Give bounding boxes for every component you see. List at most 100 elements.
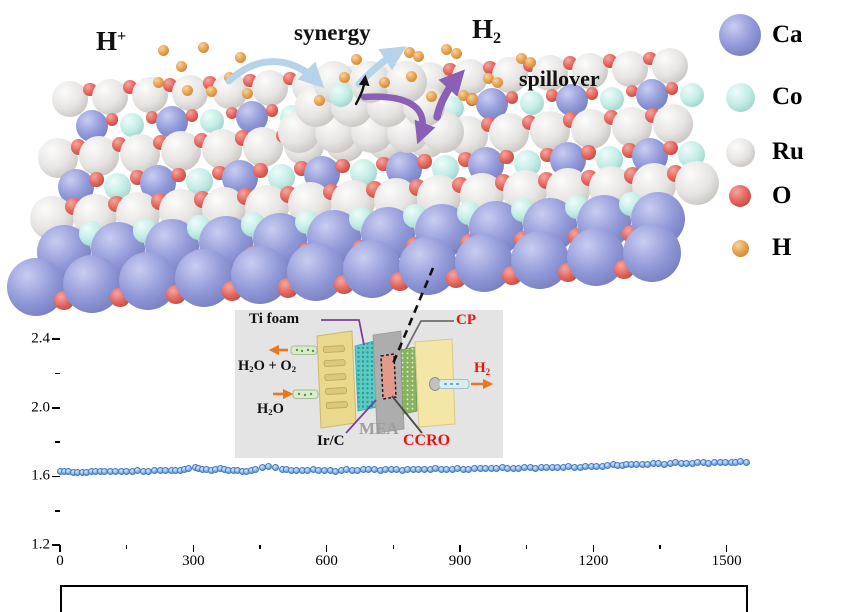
atom-o bbox=[585, 86, 599, 100]
atom-h-proton bbox=[234, 51, 246, 63]
atom-h-adsorbed bbox=[405, 70, 417, 82]
x-tick-label: 900 bbox=[448, 553, 472, 569]
atom-h-proton bbox=[181, 84, 193, 96]
atom-co bbox=[680, 82, 704, 107]
atom-o bbox=[499, 149, 514, 165]
spillover-label: spillover bbox=[519, 66, 600, 91]
x-tick-label: 1200 bbox=[578, 553, 609, 569]
x-tick-major bbox=[59, 545, 61, 552]
atom-h2-molecule bbox=[491, 76, 503, 88]
ti-foam-label: Ti foam bbox=[249, 311, 300, 327]
data-series-layer bbox=[0, 280, 867, 612]
atom-h-adsorbed bbox=[338, 71, 350, 83]
atom-ca bbox=[455, 233, 513, 292]
atom-h2-molecule bbox=[466, 93, 478, 105]
carbon-paper-layer bbox=[400, 346, 418, 415]
y-tick-minor bbox=[55, 509, 60, 512]
atom-ru bbox=[653, 104, 693, 145]
data-point bbox=[736, 458, 744, 465]
x-tick-minor bbox=[392, 545, 395, 549]
y-tick-major bbox=[52, 475, 60, 478]
data-point bbox=[252, 466, 260, 474]
x-tick-major bbox=[459, 545, 461, 552]
data-point bbox=[265, 463, 273, 471]
y-tick-label: 1.2 bbox=[31, 536, 50, 553]
atom-co-cluster bbox=[329, 83, 353, 107]
atom-ca bbox=[567, 227, 625, 286]
h2o-label: H2O bbox=[257, 401, 284, 418]
electrolyzer-inset: Ti foam CP H2O + O2 H2O MEA Ir/C CCRO H2 bbox=[235, 310, 503, 458]
cp-label: CP bbox=[456, 312, 476, 328]
atom-h2-molecule bbox=[515, 52, 527, 64]
atom-o bbox=[335, 158, 350, 174]
legend-sphere-h bbox=[731, 239, 749, 257]
mea-label: MEA bbox=[359, 419, 399, 438]
atom-o bbox=[665, 82, 679, 96]
atom-o bbox=[581, 145, 596, 160]
atom-co bbox=[520, 91, 544, 116]
ti-foam-pointer-line bbox=[321, 319, 365, 346]
y-tick-major bbox=[52, 407, 60, 409]
synergy-label: synergy bbox=[294, 20, 371, 45]
anode-endplate bbox=[316, 330, 357, 429]
atom-h-adsorbed bbox=[378, 76, 390, 88]
atom-ru bbox=[572, 52, 608, 89]
y-tick-minor bbox=[55, 441, 60, 443]
atom-h-proton bbox=[241, 87, 253, 99]
atom-h-proton bbox=[197, 41, 209, 53]
atom-h-proton bbox=[157, 44, 169, 56]
x-tick-label: 300 bbox=[182, 553, 205, 569]
data-point bbox=[272, 464, 280, 472]
atom-o bbox=[145, 110, 159, 124]
legend-sphere-ru bbox=[725, 137, 755, 167]
atom-ru bbox=[675, 160, 719, 205]
legend-label-o: O bbox=[772, 182, 792, 209]
atom-o bbox=[265, 104, 279, 118]
atom-ca bbox=[511, 230, 569, 289]
data-point bbox=[258, 464, 266, 472]
atom-h2-molecule bbox=[450, 47, 462, 59]
x-tick-minor bbox=[659, 545, 661, 549]
y-tick-major bbox=[52, 544, 60, 546]
irc-label: Ir/C bbox=[317, 433, 345, 449]
legend-label-ru: Ru bbox=[772, 138, 804, 165]
atom-o bbox=[505, 91, 519, 104]
atom-o bbox=[545, 88, 559, 102]
legend-sphere-ca bbox=[719, 14, 761, 56]
data-point bbox=[185, 464, 193, 472]
h-plus-label: H+ bbox=[96, 26, 127, 56]
y-tick-label: 2.0 bbox=[31, 399, 50, 416]
y-tick-minor bbox=[55, 372, 60, 375]
legend-label-co: Co bbox=[772, 83, 803, 110]
anode-tubes bbox=[290, 345, 319, 399]
axis-ticks: 0 300 600 900 1200 1500 1.2 1.6 2.0 2.4 bbox=[0, 280, 867, 612]
h2-product-label: H2 bbox=[474, 360, 491, 377]
ccro-patch bbox=[380, 353, 397, 400]
atom-co bbox=[600, 86, 624, 111]
atom-h-adsorbed bbox=[425, 90, 437, 102]
x-tick-major bbox=[192, 545, 195, 552]
atom-h-adsorbed bbox=[350, 53, 362, 65]
atom-h-proton bbox=[175, 60, 187, 72]
atom-ru bbox=[612, 50, 648, 87]
atom-o bbox=[225, 106, 239, 120]
atom-o bbox=[171, 167, 186, 183]
atom-h-proton bbox=[223, 71, 235, 83]
plot-frame bbox=[60, 585, 748, 612]
atom-o bbox=[663, 140, 678, 156]
x-tick-label: 600 bbox=[315, 553, 338, 569]
atom-o bbox=[253, 163, 268, 178]
h2-label: H2 bbox=[472, 14, 502, 47]
atom-ru bbox=[92, 79, 128, 116]
atom-ru bbox=[52, 81, 88, 118]
x-tick-minor bbox=[259, 545, 261, 549]
ccro-label: CCRO bbox=[403, 432, 451, 449]
x-tick-minor bbox=[525, 545, 528, 549]
atom-o bbox=[417, 154, 432, 169]
x-tick-label: 1500 bbox=[711, 553, 742, 569]
h2-outlet-port bbox=[429, 377, 470, 391]
x-tick-major bbox=[725, 545, 728, 552]
atom-co bbox=[120, 113, 144, 138]
x-tick-minor bbox=[125, 545, 128, 549]
